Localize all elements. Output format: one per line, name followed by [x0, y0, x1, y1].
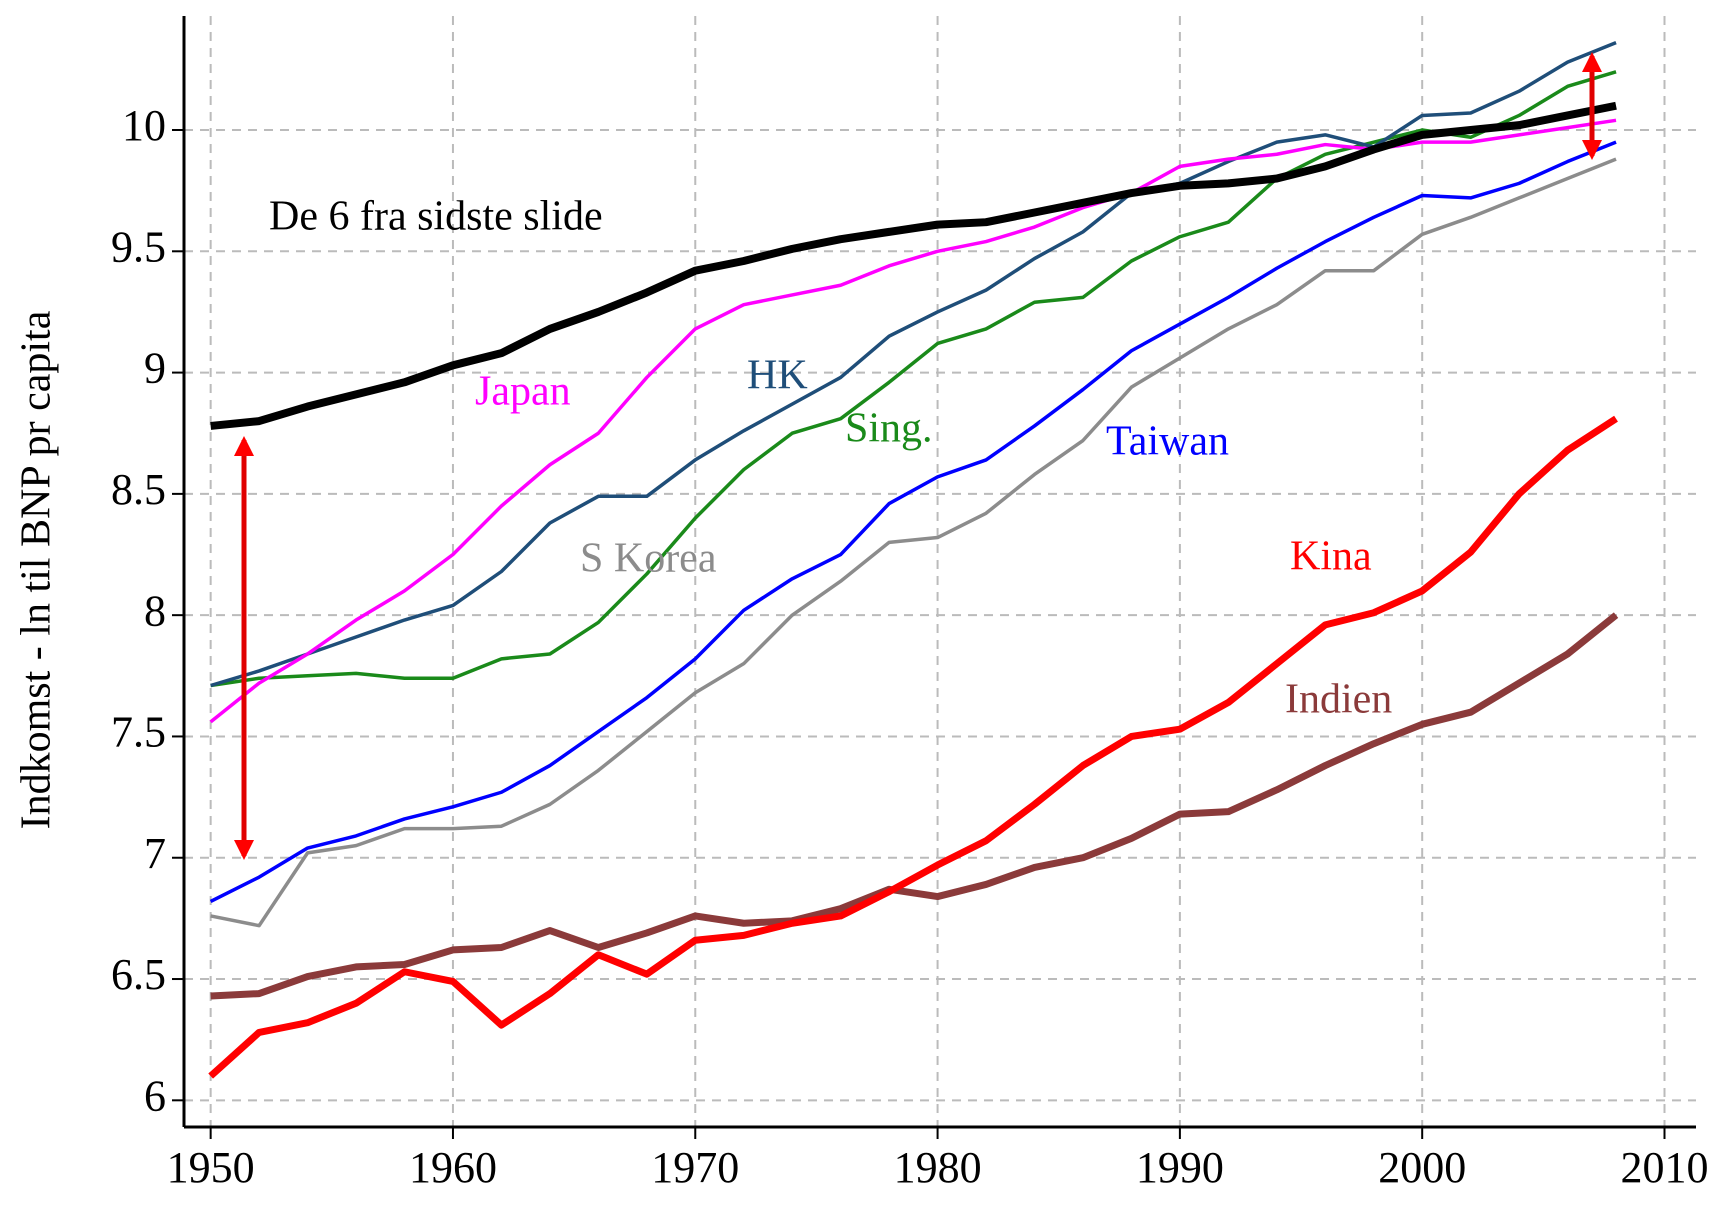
series-line [208, 415, 1618, 1079]
series-line [210, 41, 1617, 688]
series-line [210, 157, 1617, 928]
y-tick-label: 6.5 [111, 950, 166, 999]
series-line [210, 101, 1617, 430]
series-label: Sing. [845, 406, 933, 452]
x-tick-label: 1980 [894, 1143, 982, 1192]
series-label: De 6 fra sidste slide [269, 194, 603, 240]
y-tick-label: 9 [144, 344, 166, 393]
series-label: Taiwan [1106, 419, 1229, 465]
x-tick-label: 1970 [651, 1143, 739, 1192]
y-tick-label: 7.5 [111, 708, 166, 757]
y-tick-label: 7 [144, 829, 166, 878]
series-label: Japan [475, 369, 571, 415]
y-tick-label: 6 [144, 1071, 166, 1120]
series-line [210, 612, 1619, 1000]
x-tick-label: 1950 [167, 1143, 255, 1192]
series-label: Kina [1290, 534, 1372, 580]
series-label: HK [747, 353, 808, 399]
y-tick-label: 8.5 [111, 465, 166, 514]
y-axis-label: Indkomst - ln til BNP pr capita [14, 310, 60, 829]
x-tick-label: 1960 [409, 1143, 497, 1192]
y-tick-label: 8 [144, 586, 166, 635]
series-label: Indien [1285, 677, 1392, 723]
y-tick-label: 10 [122, 101, 166, 150]
x-tick-label: 1990 [1136, 1143, 1224, 1192]
series-line [209, 140, 1617, 903]
x-tick-label: 2000 [1378, 1143, 1466, 1192]
series-label: S Korea [580, 536, 717, 582]
x-tick-label: 2010 [1621, 1143, 1709, 1192]
y-tick-label: 9.5 [111, 222, 166, 271]
